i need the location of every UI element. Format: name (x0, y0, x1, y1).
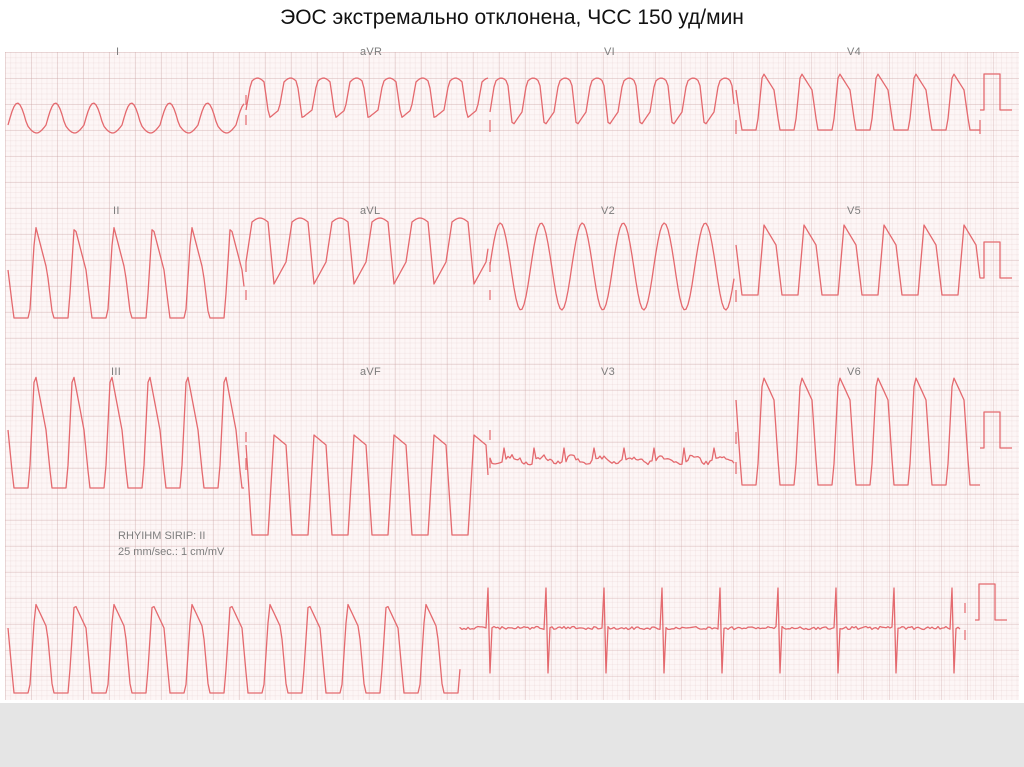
lead-label-V6: V6 (847, 366, 862, 378)
trace-lead-II (7, 227, 245, 319)
trace-lead-III (7, 376, 244, 489)
trace-lead-V3 (489, 447, 735, 466)
trace-lead-I (7, 102, 245, 134)
lead-label-V1: VI (604, 46, 615, 58)
ecg-grid-paper (5, 52, 1019, 700)
trace-rhythm-strip-sinus (459, 587, 961, 674)
footer-band (0, 703, 1024, 767)
lead-label-V3: V3 (601, 366, 616, 378)
lead-label-aVR: aVR (360, 46, 383, 58)
calibration-pulse-rhythm-strip (975, 583, 1007, 621)
trace-lead-V1 (489, 77, 735, 125)
trace-lead-aVR (245, 77, 489, 118)
slide-title: ЭОС экстремально отклонена, ЧСС 150 уд/м… (280, 6, 744, 29)
calibration-pulse-row-2 (980, 241, 1012, 279)
lead-label-aVF: aVF (360, 366, 382, 378)
trace-lead-V2 (489, 222, 735, 311)
lead-label-I: I (116, 46, 120, 58)
lead-label-III: III (111, 366, 122, 378)
lead-label-aVL: aVL (360, 205, 381, 217)
lead-label-V4: V4 (847, 46, 862, 58)
trace-lead-V5 (735, 224, 981, 296)
trace-lead-V6 (735, 377, 980, 486)
trace-lead-aVL (245, 217, 489, 285)
calibration-pulse-row-3 (980, 411, 1012, 449)
calibration-pulse-row-1 (980, 73, 1012, 111)
lead-label-V5: V5 (847, 205, 862, 217)
trace-lead-aVF (245, 434, 489, 536)
trace-lead-V4 (735, 73, 980, 131)
trace-rhythm-strip-vt (7, 603, 461, 694)
rhythm-strip-label: RHYIHM SIRIP: II (118, 530, 206, 542)
lead-label-V2: V2 (601, 205, 616, 217)
calibration-label: 25 mm/sec.: 1 cm/mV (118, 546, 225, 558)
lead-label-II: II (113, 205, 120, 217)
